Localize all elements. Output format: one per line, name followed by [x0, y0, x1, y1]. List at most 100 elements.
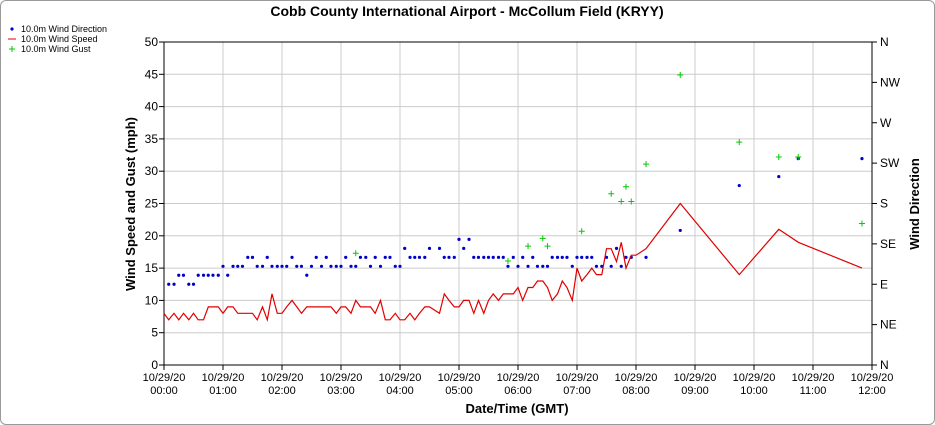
wind-direction-point	[398, 264, 402, 268]
wind-direction-point	[250, 255, 255, 259]
wind-direction-point	[413, 255, 417, 259]
wind-direction-point	[482, 255, 486, 259]
wind-gust-point	[352, 250, 359, 257]
x-tick-time: 03:00	[327, 385, 355, 397]
wind-gust-point	[622, 183, 629, 190]
wind-gust-point	[858, 220, 865, 227]
wind-direction-point	[172, 282, 176, 286]
wind-direction-point	[531, 255, 535, 259]
wind-direction-point	[265, 255, 269, 259]
wind-direction-point	[191, 282, 196, 286]
wind-direction-point	[260, 264, 265, 268]
x-tick-date: 10/29/20	[143, 372, 186, 384]
wind-gust-point	[504, 257, 511, 264]
wind-gust-point	[578, 228, 585, 235]
y2-tick-label: S	[880, 197, 888, 211]
x-tick-date: 10/29/20	[320, 372, 363, 384]
wind-direction-point	[403, 246, 407, 250]
wind-direction-point	[624, 255, 628, 259]
wind-direction-point	[295, 264, 299, 268]
wind-direction-point	[550, 255, 554, 259]
wind-gust-point	[736, 139, 743, 146]
x-tick-time: 04:00	[386, 385, 414, 397]
wind-direction-point	[378, 264, 383, 268]
wind-direction-point	[501, 255, 505, 259]
wind-direction-point	[565, 255, 569, 259]
x-tick-date: 10/29/20	[438, 372, 481, 384]
wind-direction-point	[285, 264, 289, 268]
y2-tick-label: SE	[880, 237, 896, 251]
wind-direction-point	[644, 255, 648, 259]
x-tick-time: 06:00	[504, 385, 532, 397]
y2-tick-label: E	[880, 277, 888, 291]
wind-direction-point	[511, 255, 515, 259]
wind-direction-point	[314, 255, 318, 259]
y-tick-label: 45	[145, 67, 159, 81]
wind-direction-point	[476, 255, 481, 259]
wind-direction-point	[467, 237, 471, 241]
chart-title: Cobb County International Airport - McCo…	[270, 3, 663, 19]
wind-direction-point	[319, 264, 324, 268]
wind-gust-point	[677, 71, 684, 78]
y-tick-label: 15	[145, 261, 159, 275]
wind-direction-point	[526, 264, 530, 268]
x-tick-time: 11:00	[800, 385, 827, 397]
wind-direction-point	[383, 255, 387, 259]
legend-label: 10.0m Wind Gust	[21, 44, 91, 54]
wind-gust-point	[775, 153, 782, 160]
chart-marks	[163, 71, 865, 323]
x-tick-time: 00:00	[150, 385, 178, 397]
x-tick-date: 10/29/20	[556, 372, 599, 384]
y-tick-label: 20	[145, 229, 159, 243]
wind-direction-point	[437, 246, 442, 250]
wind-direction-point	[211, 273, 215, 277]
x-tick-time: 05:00	[445, 385, 473, 397]
wind-direction-point	[442, 255, 446, 259]
wind-direction-point	[334, 264, 338, 268]
right-axis-ticks: N NE E SE S SW W NW N	[872, 35, 901, 372]
wind-gust-point	[795, 153, 802, 160]
y-tick-label: 0	[151, 358, 158, 372]
y-tick-label: 30	[145, 164, 159, 178]
wind-direction-point	[364, 255, 368, 259]
wind-direction-point	[196, 273, 200, 277]
wind-direction-point	[545, 264, 550, 268]
wind-direction-point	[427, 246, 432, 250]
wind-direction-point	[496, 255, 501, 259]
wind-direction-point	[462, 246, 466, 250]
x-tick-time: 02:00	[268, 385, 296, 397]
y-tick-label: 35	[145, 132, 159, 146]
wind-gust-point	[544, 243, 551, 250]
wind-direction-point	[570, 264, 574, 268]
wind-direction-point	[206, 273, 210, 277]
x-tick-date: 10/29/20	[615, 372, 658, 384]
wind-direction-point	[447, 255, 451, 259]
wind-direction-point	[349, 264, 353, 268]
wind-direction-point	[231, 264, 235, 268]
y2-axis-label: Wind Direction	[907, 158, 922, 250]
wind-direction-point	[452, 255, 456, 259]
wind-direction-point	[491, 255, 495, 259]
y-tick-label: 25	[145, 197, 159, 211]
wind-direction-point	[226, 273, 230, 277]
wind-direction-point	[187, 282, 191, 286]
x-tick-date: 10/29/20	[733, 372, 776, 384]
x-tick-time: 10:00	[740, 385, 768, 397]
wind-direction-point	[535, 264, 540, 268]
wind-gust-point	[628, 198, 635, 205]
y-tick-label: 10	[145, 293, 159, 307]
y-axis-label: Wind Speed and Gust (mph)	[123, 117, 138, 291]
legend-swatch-dot	[10, 27, 14, 31]
x-tick-date: 10/29/20	[674, 372, 717, 384]
wind-gust-point	[525, 243, 532, 250]
grid	[163, 41, 873, 366]
wind-direction-point	[275, 264, 279, 268]
wind-direction-point	[177, 273, 181, 277]
wind-direction-point	[604, 255, 609, 259]
wind-direction-point	[221, 264, 225, 268]
wind-direction-point	[516, 264, 520, 268]
wind-direction-point	[486, 255, 491, 259]
wind-direction-point	[240, 264, 245, 268]
wind-direction-point	[368, 264, 373, 268]
